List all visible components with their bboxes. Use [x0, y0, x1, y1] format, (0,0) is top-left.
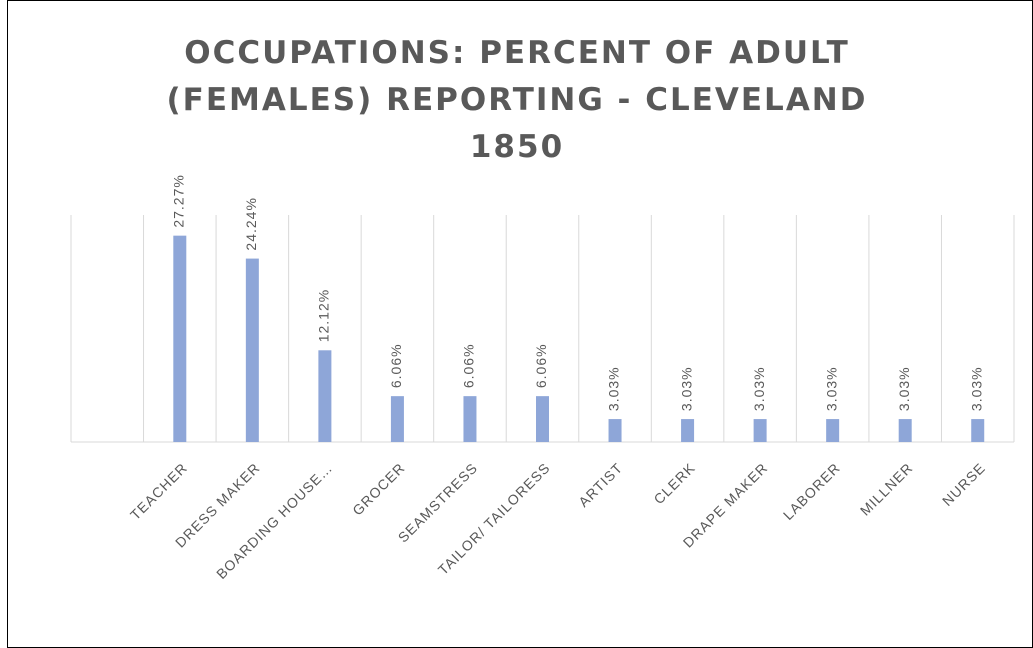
data-label: 3.03% — [823, 366, 839, 411]
bar — [245, 258, 259, 442]
data-label: 6.06% — [388, 343, 404, 388]
data-label: 3.03% — [678, 366, 694, 411]
bar — [971, 419, 985, 442]
bar — [681, 419, 695, 442]
data-label: 3.03% — [896, 366, 912, 411]
x-tick-label: TEACHER — [127, 459, 191, 523]
data-label: 6.06% — [461, 343, 477, 388]
x-tick-label: CLERK — [650, 459, 698, 507]
x-tick-label: GROCER — [349, 459, 408, 518]
x-tick-label: ARTIST — [575, 459, 626, 510]
data-label: 12.12% — [316, 289, 332, 342]
data-label: 24.24% — [243, 197, 259, 250]
bar — [753, 419, 767, 442]
bar — [390, 396, 404, 442]
data-label: 27.27% — [171, 174, 187, 227]
chart-title: OCCUPATIONS: PERCENT OF ADULT (FEMALES) … — [166, 35, 868, 165]
data-label: 3.03% — [968, 366, 984, 411]
x-tick-label: MILLNER — [857, 459, 916, 518]
bar — [608, 419, 622, 442]
bar — [826, 419, 840, 442]
bar — [898, 419, 912, 442]
x-tick-label: BOARDING HOUSE… — [213, 459, 336, 582]
bar — [318, 350, 332, 442]
bar — [536, 396, 549, 442]
x-tick-label: NURSE — [939, 459, 989, 509]
bar — [173, 235, 187, 442]
data-label: 3.03% — [751, 366, 767, 411]
bar — [463, 396, 477, 442]
data-label: 3.03% — [606, 366, 622, 411]
x-tick-label: LABORER — [780, 459, 844, 523]
data-label: 6.06% — [533, 343, 549, 388]
